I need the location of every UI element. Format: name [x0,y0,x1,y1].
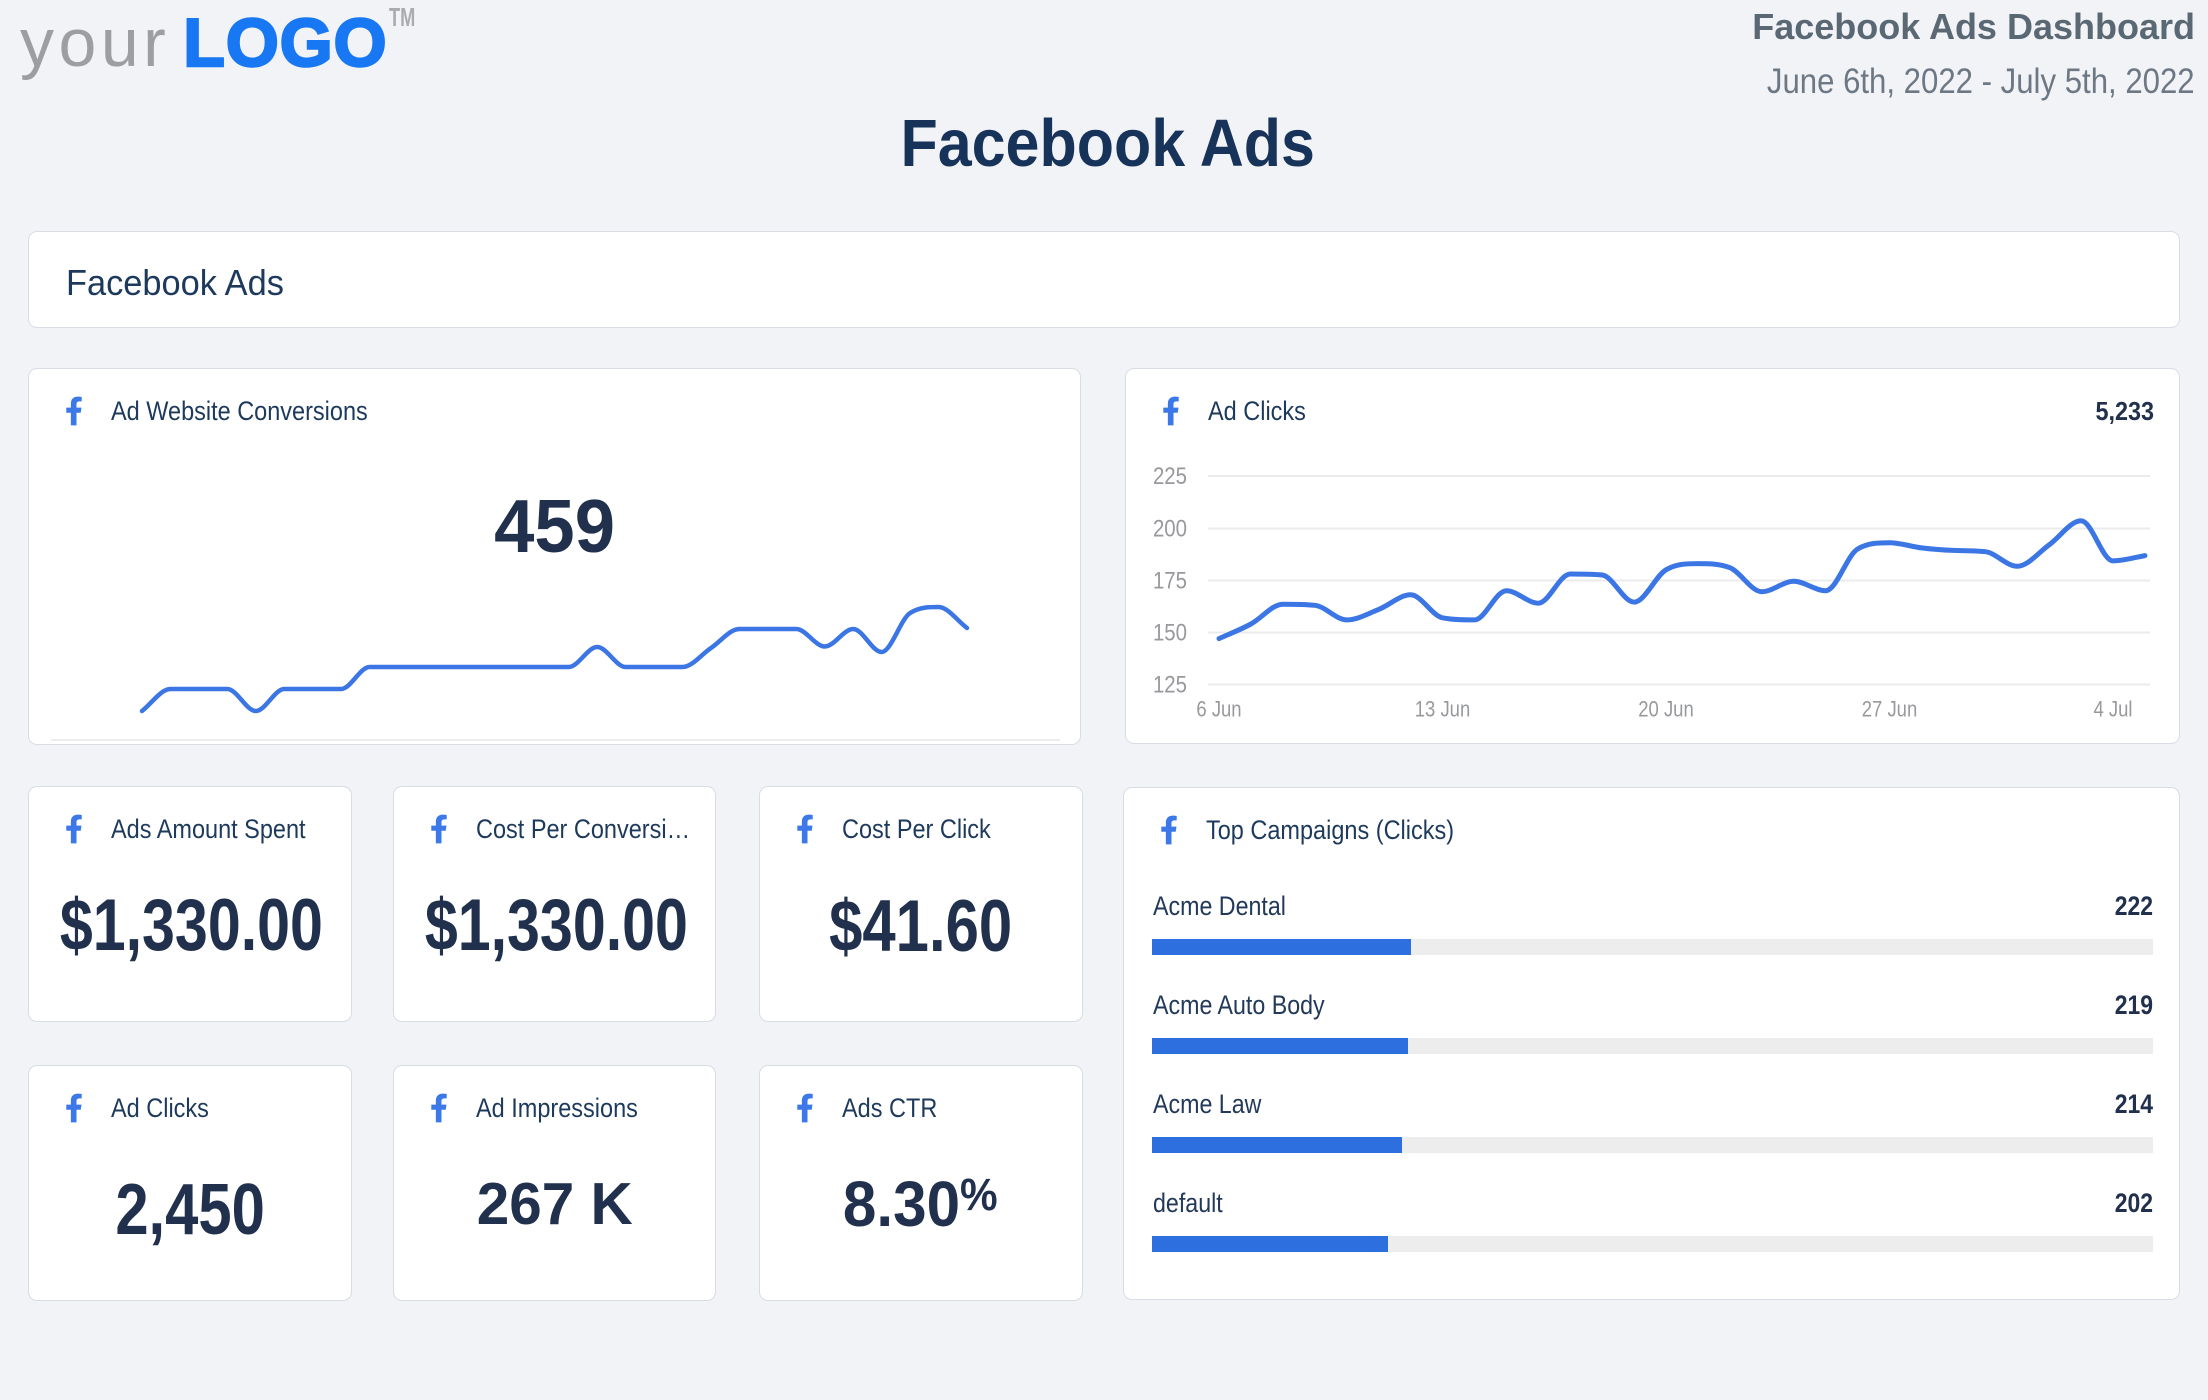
svg-text:225: 225 [1153,462,1187,489]
svg-text:175: 175 [1153,567,1187,594]
svg-text:150: 150 [1153,619,1187,646]
svg-text:200: 200 [1153,515,1187,542]
svg-text:6 Jun: 6 Jun [1196,698,1241,722]
svg-text:27 Jun: 27 Jun [1862,698,1917,722]
svg-text:125: 125 [1153,671,1187,698]
svg-text:13 Jun: 13 Jun [1415,698,1470,722]
svg-text:4 Jul: 4 Jul [2094,698,2133,722]
svg-text:20 Jun: 20 Jun [1638,698,1693,722]
